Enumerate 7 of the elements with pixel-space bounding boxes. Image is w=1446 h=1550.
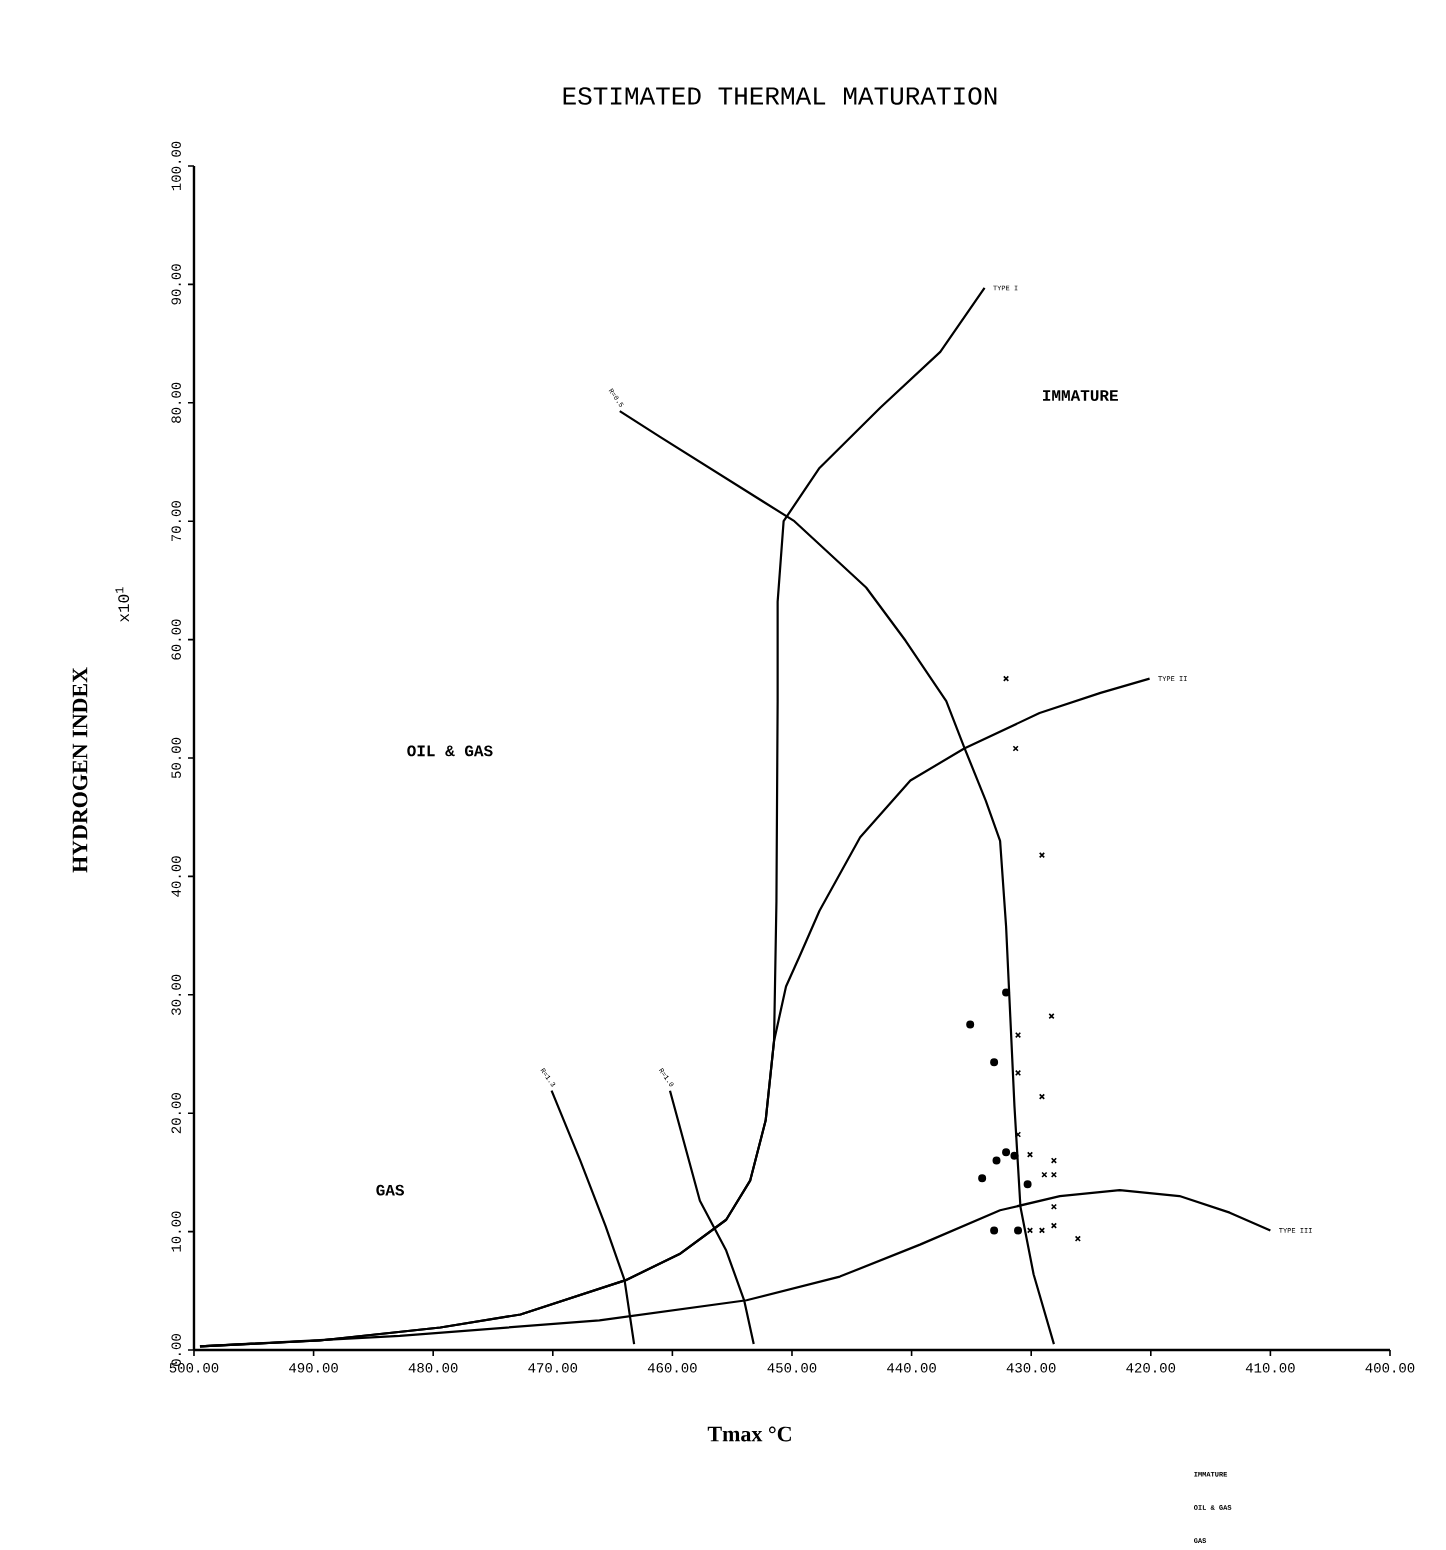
text: x10$^{1}$	[115, 587, 130, 622]
chart-title: ESTIMATED THERMAL MATURATION	[563, 87, 997, 105]
annotation: IMMATURE	[1043, 390, 1118, 402]
annotation: OIL & GAS	[407, 745, 493, 757]
y-axis-title: HYDROGEN INDEX	[72, 667, 88, 873]
x-axis-title: Tmax °C	[707, 1426, 791, 1442]
annotation: GAS	[376, 1184, 405, 1196]
